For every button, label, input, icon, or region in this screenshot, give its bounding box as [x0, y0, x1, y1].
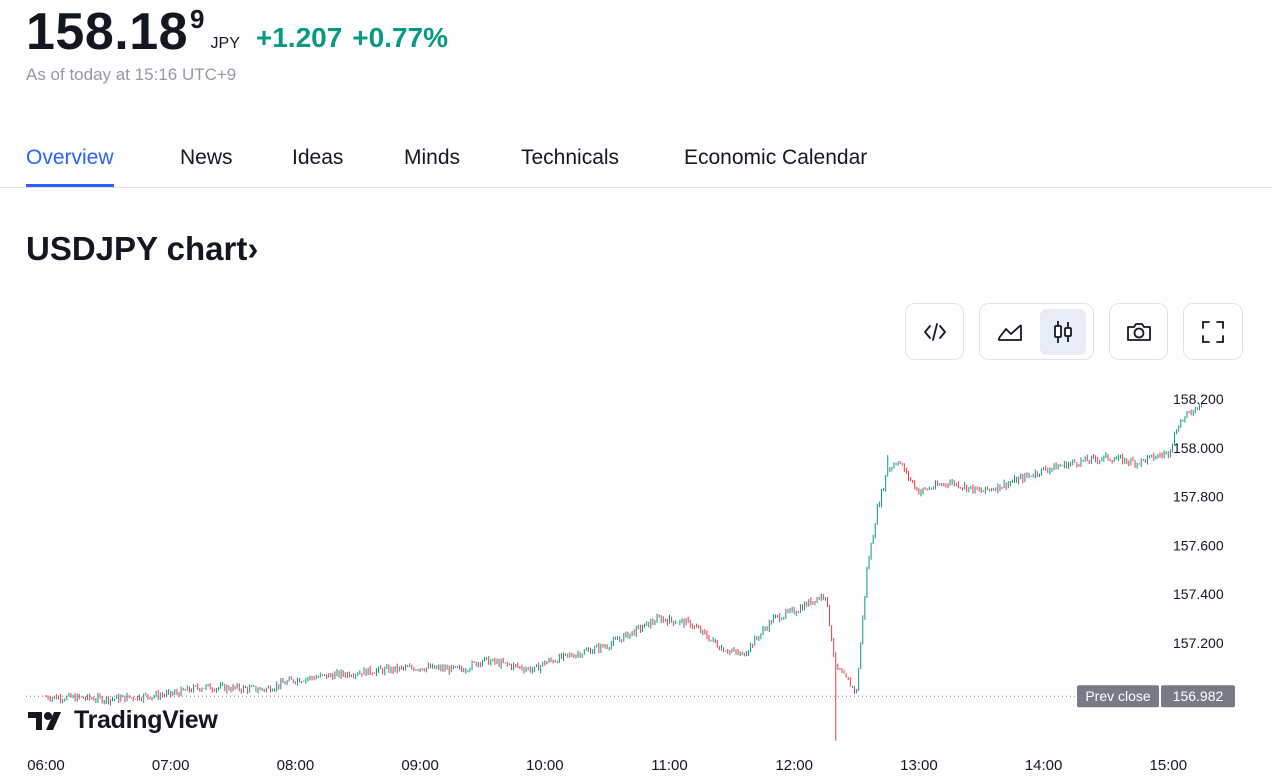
prev-close-value: 156.982	[1173, 688, 1224, 704]
prev-close-badge	[1077, 685, 1159, 708]
x-axis-tick-label: 07:00	[152, 757, 190, 774]
as-of-timestamp: As of today at 15:16 UTC+9	[26, 65, 237, 84]
currency-label: JPY	[210, 35, 240, 52]
area-chart-icon[interactable]	[987, 309, 1033, 355]
quote-header: 158.18 9 JPY +1.207 +0.77%	[26, 2, 448, 62]
prev-close-value-badge	[1161, 685, 1235, 708]
tab-news[interactable]: News	[180, 146, 233, 169]
x-axis-tick-label: 12:00	[775, 757, 813, 774]
x-axis-tick-label: 09:00	[401, 757, 439, 774]
tab-overview[interactable]: Overview	[26, 146, 114, 187]
camera-icon[interactable]	[1116, 309, 1162, 355]
x-axis-tick-label: 08:00	[277, 757, 315, 774]
x-axis-tick-label: 15:00	[1150, 757, 1188, 774]
snapshot-button-group	[1109, 303, 1168, 360]
candlestick-icon[interactable]	[1039, 308, 1086, 355]
y-axis-tick-label: 157.600	[1173, 537, 1224, 553]
candles	[45, 403, 1203, 741]
tradingview-logo[interactable]: TradingView	[28, 706, 218, 735]
y-axis-tick-label: 157.800	[1173, 489, 1224, 505]
tab-ideas[interactable]: Ideas	[292, 146, 344, 169]
x-axis-tick-label: 06:00	[27, 757, 65, 774]
x-axis-tick-label: 11:00	[651, 757, 687, 774]
x-axis-tick-label: 14:00	[1025, 757, 1063, 774]
fullscreen-button-group	[1183, 303, 1243, 360]
prev-close-label: Prev close	[1085, 688, 1151, 704]
last-price-fraction: 9	[190, 4, 205, 34]
chart-type-group	[979, 303, 1094, 360]
change-absolute: +1.207	[255, 22, 343, 53]
tradingview-logo-icon	[28, 711, 61, 730]
section-tabs: Overview News Ideas Minds Technicals Eco…	[0, 134, 1272, 188]
tab-technicals[interactable]: Technicals	[521, 146, 620, 169]
tab-economic-calendar[interactable]: Economic Calendar	[684, 146, 868, 169]
y-axis-tick-label: 158.200	[1173, 391, 1224, 407]
y-axis-tick-label: 157.400	[1173, 586, 1224, 602]
y-axis-tick-label: 157.200	[1173, 635, 1224, 651]
x-axis-tick-label: 10:00	[526, 757, 564, 774]
embed-button-group	[905, 303, 964, 360]
last-price: 158.18	[26, 3, 189, 61]
change-percent: +0.77%	[352, 22, 449, 53]
tab-minds[interactable]: Minds	[404, 146, 461, 169]
x-axis-tick-label: 13:00	[900, 757, 938, 774]
fullscreen-icon[interactable]	[1190, 309, 1236, 355]
price-chart[interactable]: 158.200 158.000 157.800 157.600 157.400 157.2…	[0, 370, 1272, 778]
embed-code-icon[interactable]	[912, 309, 958, 355]
tradingview-logo-text: TradingView	[74, 706, 218, 734]
y-axis-tick-label: 158.000	[1173, 440, 1224, 456]
chart-title-link[interactable]: USDJPY chart›	[26, 230, 259, 267]
